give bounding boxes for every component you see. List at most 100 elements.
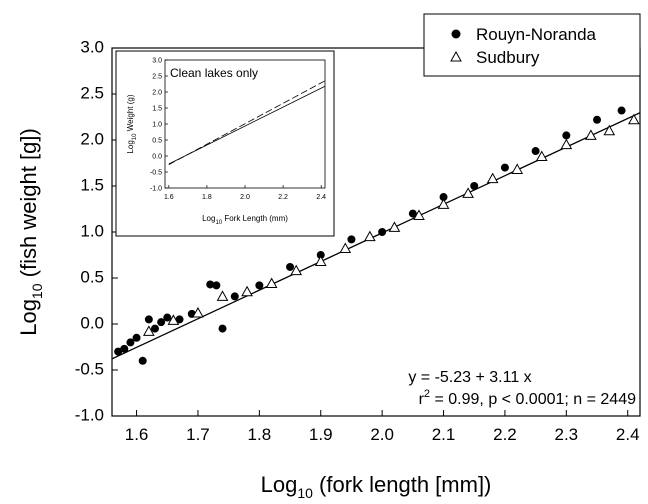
x-tick-label: 1.6 <box>125 425 149 444</box>
inset-y-tick-label: 2.0 <box>152 90 162 97</box>
regression-stats-sup: 2 <box>424 388 430 400</box>
y-tick-label: -0.5 <box>75 359 104 378</box>
point-sudbury <box>511 163 524 174</box>
x-tick-label: 1.9 <box>309 425 333 444</box>
inset-y-axis-title-prefix: Log <box>126 140 135 153</box>
inset-x-axis-title: Log10 Fork Length (mm) <box>202 214 288 226</box>
inset-y-axis-ticks: -1.0 -0.5 0.0 0.5 1.0 1.5 2.0 2.5 3.0 <box>150 58 168 193</box>
point-sudbury <box>265 277 278 289</box>
point-sudbury <box>437 198 450 209</box>
point-sudbury <box>388 221 401 232</box>
inset-y-axis-title-sub: 10 <box>132 133 138 140</box>
y-tick-label: 0.0 <box>80 313 104 332</box>
x-axis-title-sub: 10 <box>297 485 313 501</box>
point-rouyn-noranda <box>531 147 540 156</box>
x-tick-label: 2.4 <box>616 425 640 444</box>
y-axis-title-prefix: Log <box>16 299 41 336</box>
inset-x-tick-label: 1.6 <box>164 194 174 201</box>
point-sudbury <box>364 230 376 242</box>
point-rouyn-noranda <box>286 262 295 271</box>
x-axis-title-prefix: Log <box>261 472 298 497</box>
point-sudbury <box>142 325 155 336</box>
point-rouyn-noranda <box>593 115 602 124</box>
inset-y-tick-label: -0.5 <box>150 170 162 177</box>
point-rouyn-noranda <box>138 356 147 365</box>
regression-line <box>111 112 641 360</box>
y-tick-label: 1.0 <box>80 221 104 240</box>
legend-box <box>423 13 641 77</box>
point-rouyn-noranda <box>255 281 264 290</box>
regression-equation: y = -5.23 + 3.11 x <box>408 369 531 386</box>
x-tick-label: 2.3 <box>555 425 579 444</box>
point-sudbury <box>241 285 253 297</box>
y-tick-label: 1.5 <box>80 175 104 194</box>
legend-label-rouyn-noranda: Rouyn-Noranda <box>476 25 597 44</box>
y-axis-ticks: -1.0 -0.5 0.0 0.5 1.0 1.5 2.0 2.5 3.0 <box>75 37 118 424</box>
x-axis-ticks: 1.6 1.7 1.8 1.9 2.0 2.1 2.2 2.3 2.4 <box>125 410 640 444</box>
inset-background <box>115 50 335 237</box>
point-rouyn-noranda <box>157 318 166 327</box>
point-rouyn-noranda <box>230 292 239 301</box>
point-rouyn-noranda <box>132 333 141 342</box>
point-sudbury <box>192 306 204 318</box>
inset-y-tick-label: 0.5 <box>152 138 162 145</box>
inset-chart: Clean lakes only -1.0 -0.5 0.0 0.5 1.0 1.5 2.0… <box>115 50 335 237</box>
point-rouyn-noranda <box>470 182 479 190</box>
inset-y-tick-label: 3.0 <box>152 58 162 65</box>
regression-stats-rest: = 0.99, p < 0.0001; n = 2449 <box>430 391 636 408</box>
point-sudbury <box>628 113 640 125</box>
legend-marker-rouyn-noranda <box>451 29 461 39</box>
x-axis-title-rest: (fork length [mm]) <box>313 472 491 497</box>
point-rouyn-noranda <box>206 280 215 289</box>
data-points <box>114 106 640 365</box>
point-rouyn-noranda <box>500 163 509 172</box>
point-sudbury <box>216 290 229 301</box>
point-sudbury <box>585 129 597 140</box>
regression-stats: r2 = 0.99, p < 0.0001; n = 2449 <box>419 388 637 408</box>
point-sudbury <box>290 264 303 276</box>
point-rouyn-noranda <box>408 209 417 218</box>
point-sudbury <box>535 150 548 162</box>
inset-x-axis-title-sub: 10 <box>215 220 222 226</box>
point-rouyn-noranda <box>163 313 172 322</box>
x-tick-label: 1.8 <box>248 425 272 444</box>
inset-y-tick-label: -1.0 <box>150 186 162 193</box>
legend-label-sudbury: Sudbury <box>476 48 540 67</box>
point-sudbury <box>603 124 616 136</box>
inset-x-axis-ticks: 1.6 1.8 2.0 2.2 2.4 <box>164 185 326 201</box>
inset-x-tick-label: 2.4 <box>316 194 326 201</box>
inset-y-axis-title: Log10 Weight (g) <box>126 94 138 153</box>
point-sudbury <box>560 138 573 150</box>
inset-x-tick-label: 1.8 <box>202 194 212 201</box>
point-sudbury <box>314 255 327 266</box>
inset-x-tick-label: 2.0 <box>240 194 250 201</box>
inset-lines <box>168 80 326 165</box>
y-axis-title-rest: (fish weight [g]) <box>16 128 41 283</box>
point-sudbury <box>486 172 499 184</box>
regression-stats-prefix: r <box>419 391 425 408</box>
point-rouyn-noranda <box>212 281 221 290</box>
x-tick-label: 2.1 <box>432 425 456 444</box>
inset-x-tick-label: 2.2 <box>278 194 288 201</box>
point-rouyn-noranda <box>316 251 325 259</box>
x-tick-label: 1.7 <box>186 425 210 444</box>
inset-y-tick-label: 1.0 <box>152 122 162 129</box>
point-sudbury <box>339 242 352 254</box>
point-rouyn-noranda <box>617 106 626 115</box>
point-rouyn-noranda <box>120 344 129 353</box>
inset-line-solid <box>168 85 326 165</box>
point-rouyn-noranda <box>114 347 123 356</box>
point-sudbury <box>167 314 180 325</box>
inset-y-tick-label: 2.5 <box>152 74 162 81</box>
point-rouyn-noranda <box>439 193 448 202</box>
y-tick-label: -1.0 <box>75 405 104 424</box>
x-axis-title: Log10 (fork length [mm]) <box>261 472 492 501</box>
inset-y-tick-label: 0.0 <box>152 154 162 161</box>
point-rouyn-noranda <box>562 131 571 140</box>
y-tick-label: 3.0 <box>80 37 104 56</box>
legend-marker-sudbury <box>450 50 462 62</box>
y-tick-label: 2.5 <box>80 83 104 102</box>
inset-y-axis-title-rest: Weight (g) <box>126 94 135 133</box>
point-rouyn-noranda <box>347 235 356 244</box>
